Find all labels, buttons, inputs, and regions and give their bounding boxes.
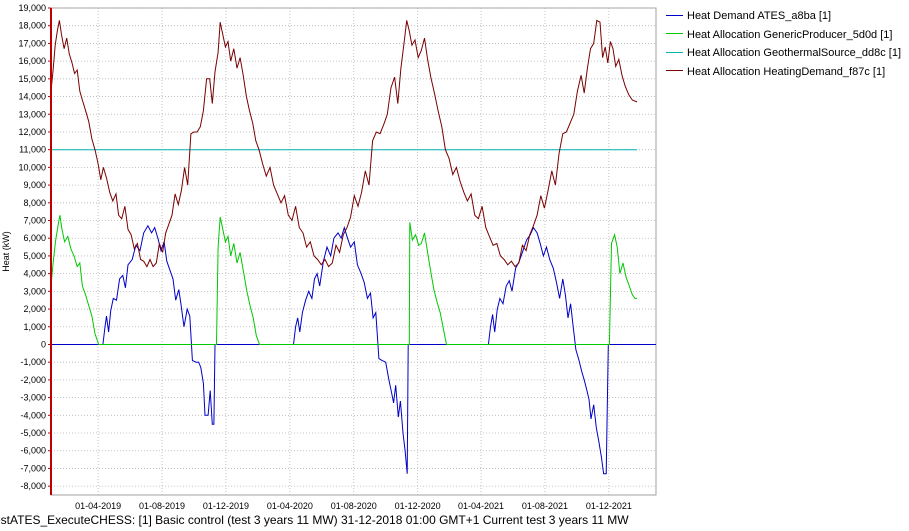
x-tick-label: 01-12-2021 (586, 501, 632, 511)
chart: -8,000 -7,000 -6,000 -5,000 -4,000 -3,000 -2,0… (1, 3, 657, 511)
legend-label: Heat Allocation GeothermalSource_dd8c [1… (687, 47, 902, 59)
x-tick-label: 01-12-2020 (395, 501, 441, 511)
y-axis-label: Heat (kW) (1, 231, 11, 272)
y-tick-label: 12,000 (18, 127, 46, 137)
y-tick-label: 9,000 (23, 180, 46, 190)
y-tick-label: 16,000 (18, 56, 46, 66)
y-tick-label: 11,000 (19, 145, 46, 155)
x-tick-label: 01-04-2021 (458, 501, 504, 511)
y-tick-label: 13,000 (18, 109, 46, 119)
legend-item-3: Heat Allocation GeothermalSource_dd8c [1… (666, 44, 901, 63)
y-tick-label: 1,000 (23, 322, 46, 332)
y-tick-label: -7,000 (20, 463, 46, 473)
status-text: estATES_ExecuteCHESS: [1] Basic control … (0, 513, 629, 527)
y-tick-label: 7,000 (23, 216, 46, 226)
y-tick-label: 14,000 (18, 92, 46, 102)
y-tick-label: 15,000 (18, 74, 46, 84)
legend-label: Heat Demand ATES_a8ba [1] (687, 10, 832, 22)
y-tick-label: -4,000 (20, 410, 46, 420)
y-tick-label: 17,000 (18, 38, 46, 48)
x-tick-label: 01-08-2019 (139, 501, 185, 511)
legend: Heat Demand ATES_a8ba [1] Heat Allocation… (666, 7, 901, 81)
y-tick-label: 3,000 (23, 286, 46, 296)
y-tick-label: 6,000 (23, 233, 46, 243)
legend-swatch (666, 14, 683, 16)
y-tick-label: 8,000 (23, 198, 46, 208)
y-tick-label: -1,000 (20, 357, 46, 367)
x-tick-label: 01-04-2019 (75, 501, 121, 511)
y-tick-label: 19,000 (18, 3, 46, 13)
x-tick-label: 01-08-2021 (522, 501, 568, 511)
y-tick-label: -2,000 (20, 375, 46, 385)
legend-swatch (666, 33, 683, 35)
series-line-4 (50, 19, 638, 268)
x-tick-label: 01-12-2019 (203, 501, 249, 511)
y-tick-label: -5,000 (20, 428, 46, 438)
y-tick-label: 2,000 (23, 304, 46, 314)
x-axis-ticks: 01-04-2019 01-08-2019 01-12-2019 01-04-2020… (75, 501, 632, 511)
x-tick-label: 01-08-2020 (331, 501, 377, 511)
y-tick-label: 4,000 (23, 269, 46, 279)
legend-label: Heat Allocation HeatingDemand_f87c [1] (687, 65, 886, 78)
series-line-2 (50, 215, 638, 345)
legend-swatch (666, 51, 683, 53)
status-bar: estATES_ExecuteCHESS: [1] Basic control … (0, 512, 909, 529)
legend-item-4: Heat Allocation HeatingDemand_f87c [1] (666, 63, 901, 82)
y-tick-label: -6,000 (20, 446, 46, 456)
y-tick-label: 5,000 (23, 251, 46, 261)
series-lines (50, 19, 656, 475)
y-tick-label: 10,000 (18, 162, 46, 172)
y-axis-ticks: -8,000 -7,000 -6,000 -5,000 -4,000 -3,000 -2,0… (18, 3, 51, 491)
legend-item-2: Heat Allocation GenericProducer_5d0d [1] (666, 26, 901, 45)
legend-swatch (666, 70, 683, 72)
y-tick-label: 18,000 (18, 21, 46, 31)
y-tick-label: -3,000 (20, 393, 46, 403)
y-tick-label: 0 (41, 339, 46, 349)
y-tick-label: -8,000 (20, 481, 46, 491)
x-tick-label: 01-04-2020 (267, 501, 313, 511)
legend-item-1: Heat Demand ATES_a8ba [1] (666, 7, 901, 26)
legend-label: Heat Allocation GenericProducer_5d0d [1] (687, 28, 893, 41)
